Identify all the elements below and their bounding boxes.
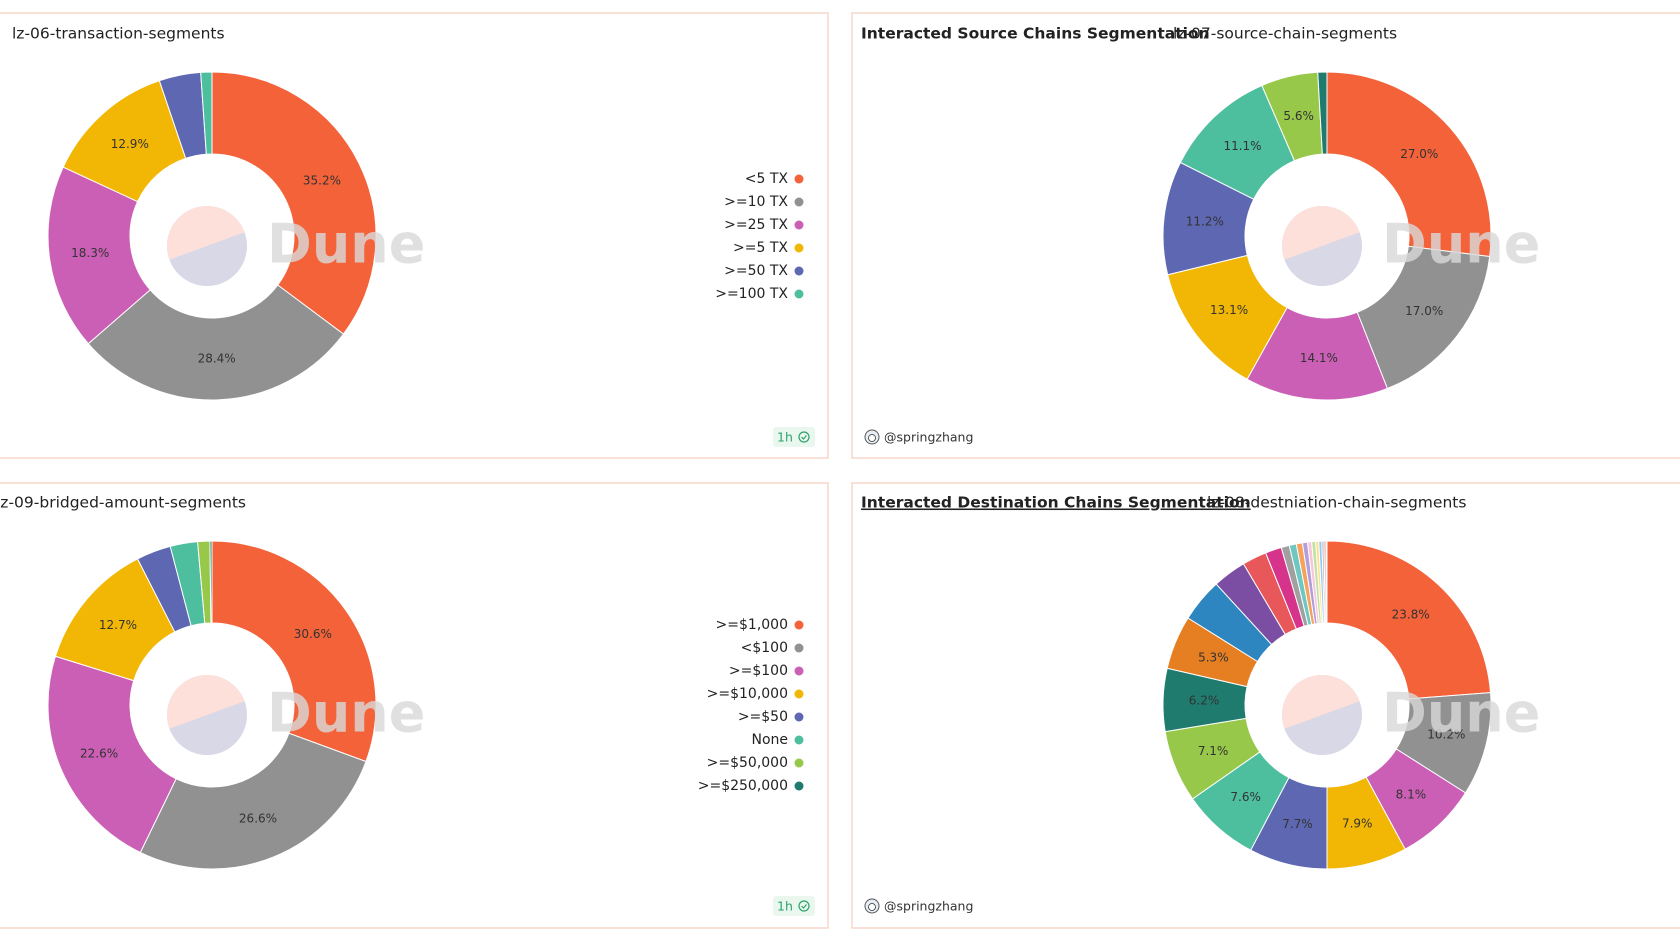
legend-label[interactable]: >=25 TX [724, 217, 788, 233]
legend-label[interactable]: None [751, 732, 788, 748]
legend-marker [794, 781, 804, 791]
data-label: 12.9% [111, 137, 149, 151]
legend-label[interactable]: >=$1,000 [716, 617, 788, 633]
logo-top [1281, 205, 1360, 260]
author[interactable]: @springzhang [884, 430, 973, 445]
refresh-check [801, 904, 807, 909]
data-label: 22.6% [80, 746, 118, 760]
data-label: 27.0% [1400, 147, 1438, 161]
panel [851, 12, 1680, 459]
legend-marker [794, 620, 804, 630]
legend-label[interactable]: >=10 TX [724, 194, 788, 210]
data-label: 18.3% [71, 246, 109, 260]
data-label: 7.9% [1342, 817, 1373, 831]
data-label: 35.2% [303, 173, 341, 187]
widget-title: Interacted Destination Chains Segmentati… [861, 494, 1251, 512]
author[interactable]: @springzhang [884, 899, 973, 914]
legend-marker [794, 289, 804, 299]
legend-label[interactable]: >=5 TX [733, 240, 788, 256]
legend-label[interactable]: >=$10,000 [707, 686, 788, 702]
legend-marker [794, 689, 804, 699]
refresh-icon [798, 900, 810, 912]
legend-label[interactable]: >=$100 [729, 663, 788, 679]
data-label: 8.1% [1396, 787, 1427, 801]
refresh-icon [798, 431, 810, 443]
data-label: 17.0% [1405, 304, 1443, 318]
panel [0, 482, 829, 929]
widget-title: Interacted Source Chains Segmentation [861, 25, 1210, 43]
data-label: 14.1% [1300, 351, 1338, 365]
logo-top [167, 206, 245, 260]
data-label: 28.4% [198, 351, 236, 365]
legend-marker [794, 174, 804, 184]
watermark: Dune [267, 213, 425, 276]
legend-marker [794, 666, 804, 676]
pie-slice [200, 71, 213, 155]
watermark: Dune [1382, 213, 1540, 276]
legend-marker [794, 243, 804, 253]
data-label: 5.3% [1198, 650, 1229, 664]
legend-label[interactable]: >=$250,000 [698, 778, 788, 794]
query-name: lz-08-destniation-chain-segments [1207, 494, 1466, 512]
legend-label[interactable]: <5 TX [745, 171, 789, 187]
panel [851, 482, 1680, 929]
legend-label[interactable]: <$100 [741, 640, 788, 656]
pie-slice [211, 71, 377, 335]
data-label: 6.2% [1189, 694, 1220, 708]
legend-marker [794, 220, 804, 230]
refresh-label: 1h [777, 899, 793, 914]
avatar-face [868, 903, 876, 911]
data-label: 11.2% [1186, 215, 1224, 229]
pie-slice [209, 540, 213, 624]
legend-marker [794, 735, 804, 745]
data-label: 30.6% [294, 627, 332, 641]
widget-title: lz-09-bridged-amount-segments [0, 494, 246, 512]
watermark: Dune [267, 682, 425, 745]
pie-slice [1326, 71, 1492, 258]
legend-marker [794, 197, 804, 207]
legend-marker [794, 712, 804, 722]
legend-marker [794, 643, 804, 653]
data-label: 7.6% [1230, 790, 1261, 804]
pie-slice [47, 166, 151, 345]
pie-slice [1317, 71, 1328, 155]
pie-slice [1325, 540, 1328, 624]
widget-title: lz-06-transaction-segments [12, 25, 225, 43]
logo-top [167, 675, 245, 729]
avatar-face [868, 434, 876, 442]
data-label: 26.6% [239, 812, 277, 826]
logo-top [1281, 674, 1360, 729]
query-name: lz-07-source-chain-segments [1173, 25, 1397, 43]
pie-slice [1326, 540, 1492, 700]
data-label: 23.8% [1392, 607, 1430, 621]
legend-marker [794, 758, 804, 768]
legend-marker [794, 266, 804, 276]
data-label: 5.6% [1283, 109, 1314, 123]
panel [0, 12, 829, 459]
legend-label[interactable]: >=$50,000 [707, 755, 788, 771]
data-label: 7.1% [1198, 744, 1229, 758]
pie-slice [139, 732, 367, 870]
legend-label[interactable]: >=50 TX [724, 263, 788, 279]
watermark: Dune [1382, 682, 1540, 745]
legend-label[interactable]: >=100 TX [715, 286, 788, 302]
data-label: 10.2% [1427, 727, 1465, 741]
data-label: 12.7% [99, 618, 137, 632]
data-label: 13.1% [1210, 303, 1248, 317]
pie-slice [87, 284, 345, 401]
pie-slice [47, 655, 177, 854]
data-label: 11.1% [1223, 139, 1261, 153]
refresh-check [801, 435, 807, 440]
data-label: 7.7% [1282, 817, 1313, 831]
refresh-label: 1h [777, 430, 793, 445]
legend-label[interactable]: >=$50 [738, 709, 788, 725]
pie-slice [1356, 245, 1491, 390]
pie-slice [211, 540, 377, 763]
